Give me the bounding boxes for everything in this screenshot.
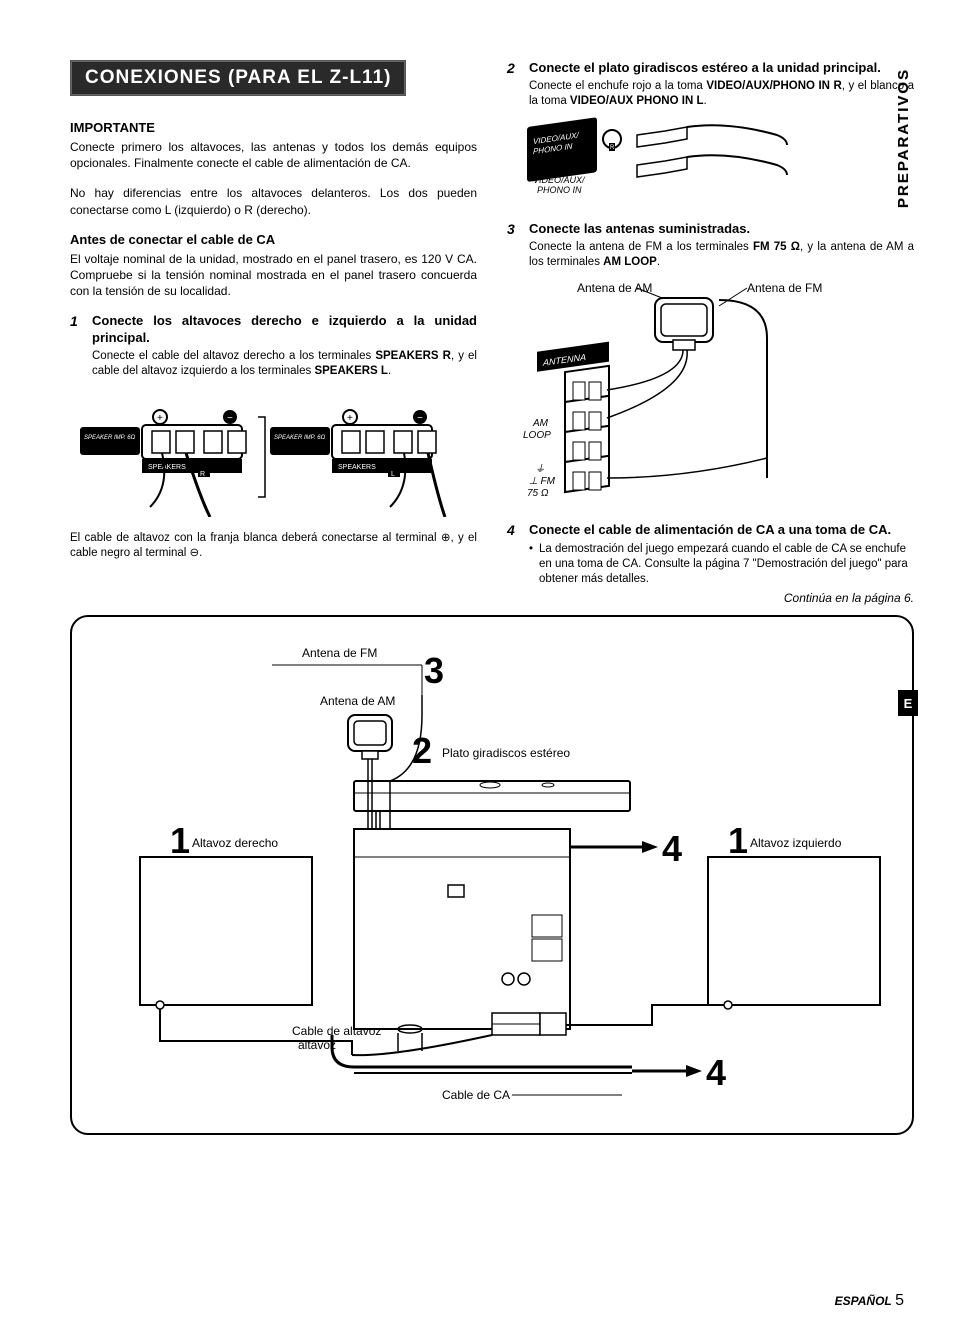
- svg-text:Altavoz izquierdo: Altavoz izquierdo: [750, 836, 842, 850]
- step-2: 2 Conecte el plato giradiscos estéreo a …: [507, 60, 914, 109]
- svg-text:1: 1: [728, 820, 748, 861]
- svg-text:Altavoz derecho: Altavoz derecho: [192, 836, 278, 850]
- caption-1: El cable de altavoz con la franja blanca…: [70, 531, 477, 561]
- footer: ESPAÑOL 5: [835, 1292, 904, 1310]
- antes-p: El voltaje nominal de la unidad, mostrad…: [70, 251, 477, 300]
- importante-p1: Conecte primero los altavoces, las anten…: [70, 139, 477, 171]
- svg-text:SPEAKER IMP. 6Ω: SPEAKER IMP. 6Ω: [84, 435, 136, 441]
- step-2-title: Conecte el plato giradiscos estéreo a la…: [529, 60, 914, 77]
- svg-text:Antena de AM: Antena de AM: [577, 281, 652, 295]
- svg-text:⊥ FM: ⊥ FM: [529, 476, 556, 487]
- connection-diagram: Antena de FM 3 Antena de AM 2 Plato gira…: [70, 615, 914, 1135]
- svg-text:+: +: [347, 413, 353, 424]
- svg-text:SPEAKERS: SPEAKERS: [338, 464, 376, 471]
- step-4-num: 4: [507, 522, 521, 588]
- svg-text:−: −: [417, 413, 423, 424]
- step-1-num: 1: [70, 313, 84, 379]
- step-4: 4 Conecte el cable de alimentación de CA…: [507, 522, 914, 588]
- left-column: CONEXIONES (PARA EL Z-L11) IMPORTANTE Co…: [70, 60, 477, 605]
- svg-text:R: R: [610, 145, 615, 151]
- svg-text:−: −: [227, 413, 233, 424]
- svg-text:Antena de FM: Antena de FM: [747, 281, 822, 295]
- svg-text:Antena de AM: Antena de AM: [320, 694, 395, 708]
- figure-rca: VIDEO/AUX/ PHONO IN R VIDEO/AUX/ PHONO I…: [507, 117, 914, 207]
- footer-lang: ESPAÑOL: [835, 1294, 892, 1308]
- svg-text:Antena de FM: Antena de FM: [302, 646, 377, 660]
- step-4-title: Conecte el cable de alimentación de CA a…: [529, 522, 914, 539]
- svg-text:75 Ω: 75 Ω: [527, 488, 549, 499]
- svg-text:3: 3: [424, 650, 444, 691]
- side-tab: PREPARATIVOS: [895, 68, 912, 208]
- step-1: 1 Conecte los altavoces derecho e izquie…: [70, 313, 477, 379]
- svg-text:Cable de CA: Cable de CA: [442, 1088, 510, 1102]
- svg-text:2: 2: [412, 730, 432, 771]
- step-1-title: Conecte los altavoces derecho e izquierd…: [92, 313, 477, 347]
- figure-antennas: Antena de AM Antena de FM ANTENNA: [507, 278, 914, 508]
- svg-text:+: +: [157, 413, 163, 424]
- step-2-num: 2: [507, 60, 521, 109]
- svg-text:AM: AM: [532, 418, 549, 429]
- svg-text:SPEAKERS: SPEAKERS: [148, 464, 186, 471]
- step-3-num: 3: [507, 221, 521, 270]
- step-3: 3 Conecte las antenas suministradas. Con…: [507, 221, 914, 270]
- svg-text:1: 1: [170, 820, 190, 861]
- svg-text:Plato giradiscos estéreo: Plato giradiscos estéreo: [442, 746, 570, 760]
- svg-text:VIDEO/AUX/: VIDEO/AUX/: [533, 175, 586, 185]
- step-3-desc: Conecte la antena de FM a los terminales…: [529, 240, 914, 270]
- step-2-desc: Conecte el enchufe rojo a la toma VIDEO/…: [529, 79, 914, 109]
- svg-text:L: L: [391, 471, 395, 478]
- continues-note: Continúa en la página 6.: [507, 591, 914, 605]
- svg-text:R: R: [200, 471, 205, 478]
- step-4-bullet: • La demostración del juego empezará cua…: [529, 542, 914, 587]
- svg-text:altavoz: altavoz: [298, 1038, 336, 1052]
- svg-text:LOOP: LOOP: [523, 430, 551, 441]
- importante-p2: No hay diferencias entre los altavoces d…: [70, 185, 477, 217]
- svg-text:Cable de altavoz: Cable de altavoz: [292, 1024, 381, 1038]
- svg-text:SPEAKER IMP. 6Ω: SPEAKER IMP. 6Ω: [274, 435, 326, 441]
- importante-heading: IMPORTANTE: [70, 120, 477, 135]
- step-1-desc: Conecte el cable del altavoz derecho a l…: [92, 349, 477, 379]
- footer-page: 5: [895, 1292, 904, 1309]
- svg-text:4: 4: [662, 828, 682, 869]
- right-column: 2 Conecte el plato giradiscos estéreo a …: [507, 60, 914, 605]
- figure-speakers: SPEAKER IMP. 6Ω SPEAKERS + −: [70, 387, 477, 517]
- antes-heading: Antes de conectar el cable de CA: [70, 232, 477, 247]
- svg-text:⏚: ⏚: [535, 464, 545, 475]
- svg-text:PHONO IN: PHONO IN: [537, 185, 582, 195]
- svg-text:4: 4: [706, 1052, 726, 1093]
- step-3-title: Conecte las antenas suministradas.: [529, 221, 914, 238]
- title-band: CONEXIONES (PARA EL Z-L11): [70, 60, 406, 96]
